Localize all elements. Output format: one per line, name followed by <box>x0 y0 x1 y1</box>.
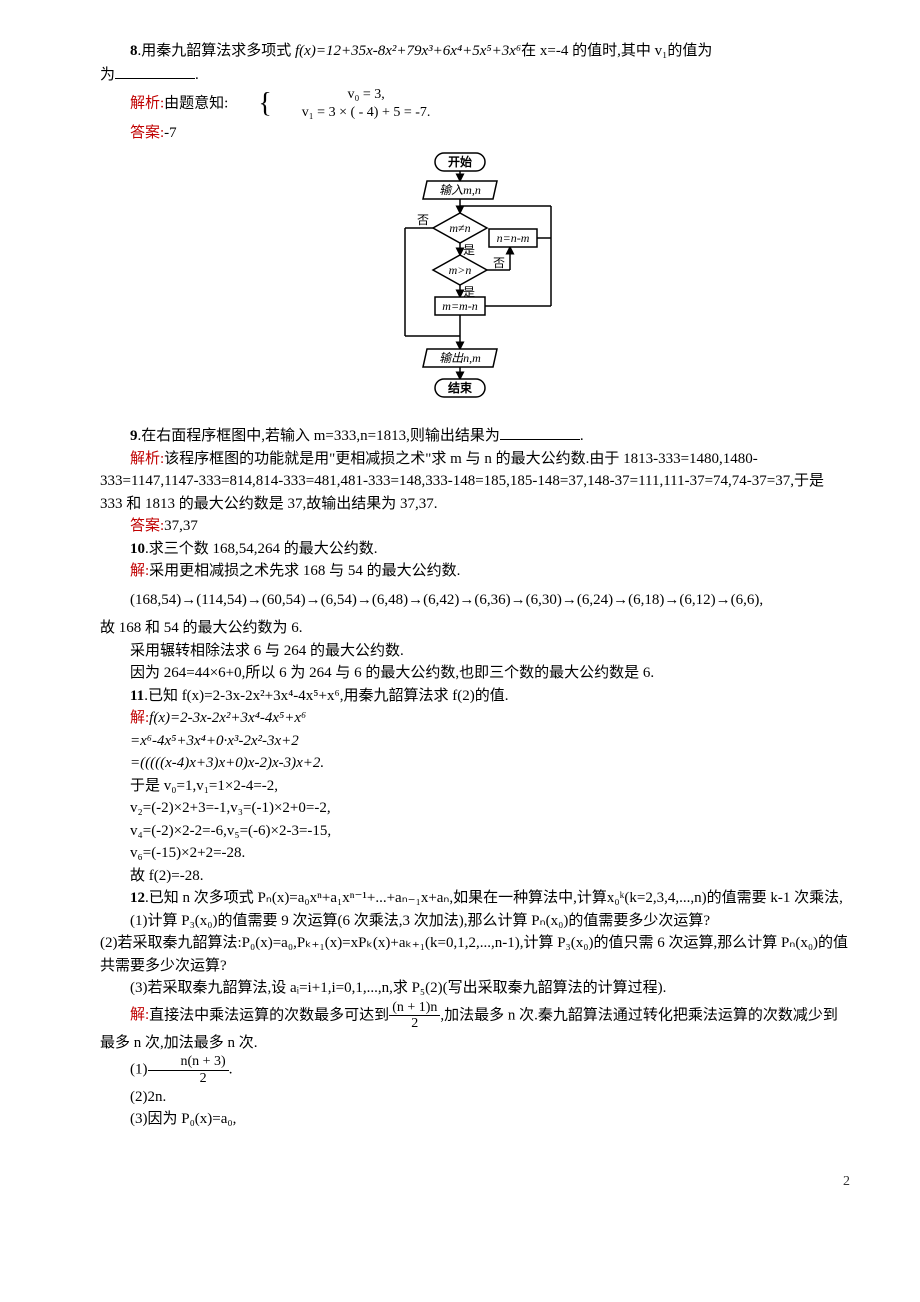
question-11: 11.已知 f(x)=2-3x-2x²+3x⁴-4x⁵+x⁶,用秦九韶算法求 f… <box>100 685 850 888</box>
answer-label: 答案: <box>130 518 164 534</box>
svg-text:是: 是 <box>463 243 475 257</box>
answer-label: 答案: <box>130 125 164 141</box>
question-12: 12.已知 n 次多项式 Pₙ(x)=a₀xⁿ+a₁xⁿ⁻¹+...+aₙ₋₁x… <box>100 887 850 1131</box>
fraction: (n + 1)n2 <box>389 1000 440 1032</box>
svg-text:m=m-n: m=m-n <box>442 299 477 313</box>
q8-blank <box>115 63 195 79</box>
q8-stem: 8.用秦九韶算法求多项式 f(x)=12+35x-8x²+79x³+6x⁴+5x… <box>100 40 850 63</box>
solution-label: 解: <box>130 710 149 726</box>
q8-analysis: 解析:由题意知:{v₀ = 3,v₁ = 3 × ( - 4) + 5 = -7… <box>100 86 850 122</box>
solution-label: 解: <box>130 1007 149 1023</box>
svg-text:结束: 结束 <box>448 380 473 395</box>
svg-text:m>n: m>n <box>449 263 472 277</box>
q9-analysis: 解析:该程序框图的功能就是用"更相减损之术"求 m 与 n 的最大公约数.由于 … <box>100 448 850 516</box>
svg-text:输入m,n: 输入m,n <box>439 183 481 197</box>
svg-text:m≠n: m≠n <box>449 221 470 235</box>
question-8: 8.用秦九韶算法求多项式 f(x)=12+35x-8x²+79x³+6x⁴+5x… <box>100 40 850 145</box>
q8-number: 8 <box>130 43 138 59</box>
svg-text:否: 否 <box>417 213 429 227</box>
question-10: 10.求三个数 168,54,264 的最大公约数. 解:采用更相减损之术先求 … <box>100 538 850 685</box>
q8-stem-cont: 为. <box>100 63 850 87</box>
analysis-label: 解析: <box>130 451 164 467</box>
q9-answer: 答案:37,37 <box>100 515 850 538</box>
flowchart-diagram: 开始 输入m,n m≠n 否 是 m>n 是 否 n=n-m m=m-n 输出n… <box>100 151 850 419</box>
svg-text:n=n-m: n=n-m <box>497 231 530 245</box>
q8-answer: 答案:-7 <box>100 122 850 145</box>
question-9: 9.在右面程序框图中,若输入 m=333,n=1813,则输出结果为. 解析:该… <box>100 424 850 538</box>
brace-system: {v₀ = 3,v₁ = 3 × ( - 4) + 5 = -7. <box>228 86 430 122</box>
svg-text:开始: 开始 <box>448 154 472 169</box>
solution-label: 解: <box>130 563 149 579</box>
q9-blank <box>500 424 580 440</box>
q9-stem: 9.在右面程序框图中,若输入 m=333,n=1813,则输出结果为. <box>100 424 850 448</box>
fraction: n(n + 3)2 <box>148 1054 229 1086</box>
svg-text:否: 否 <box>493 256 505 270</box>
analysis-label: 解析: <box>130 96 164 112</box>
page-number: 2 <box>100 1171 850 1192</box>
svg-text:输出n,m: 输出n,m <box>439 351 481 365</box>
